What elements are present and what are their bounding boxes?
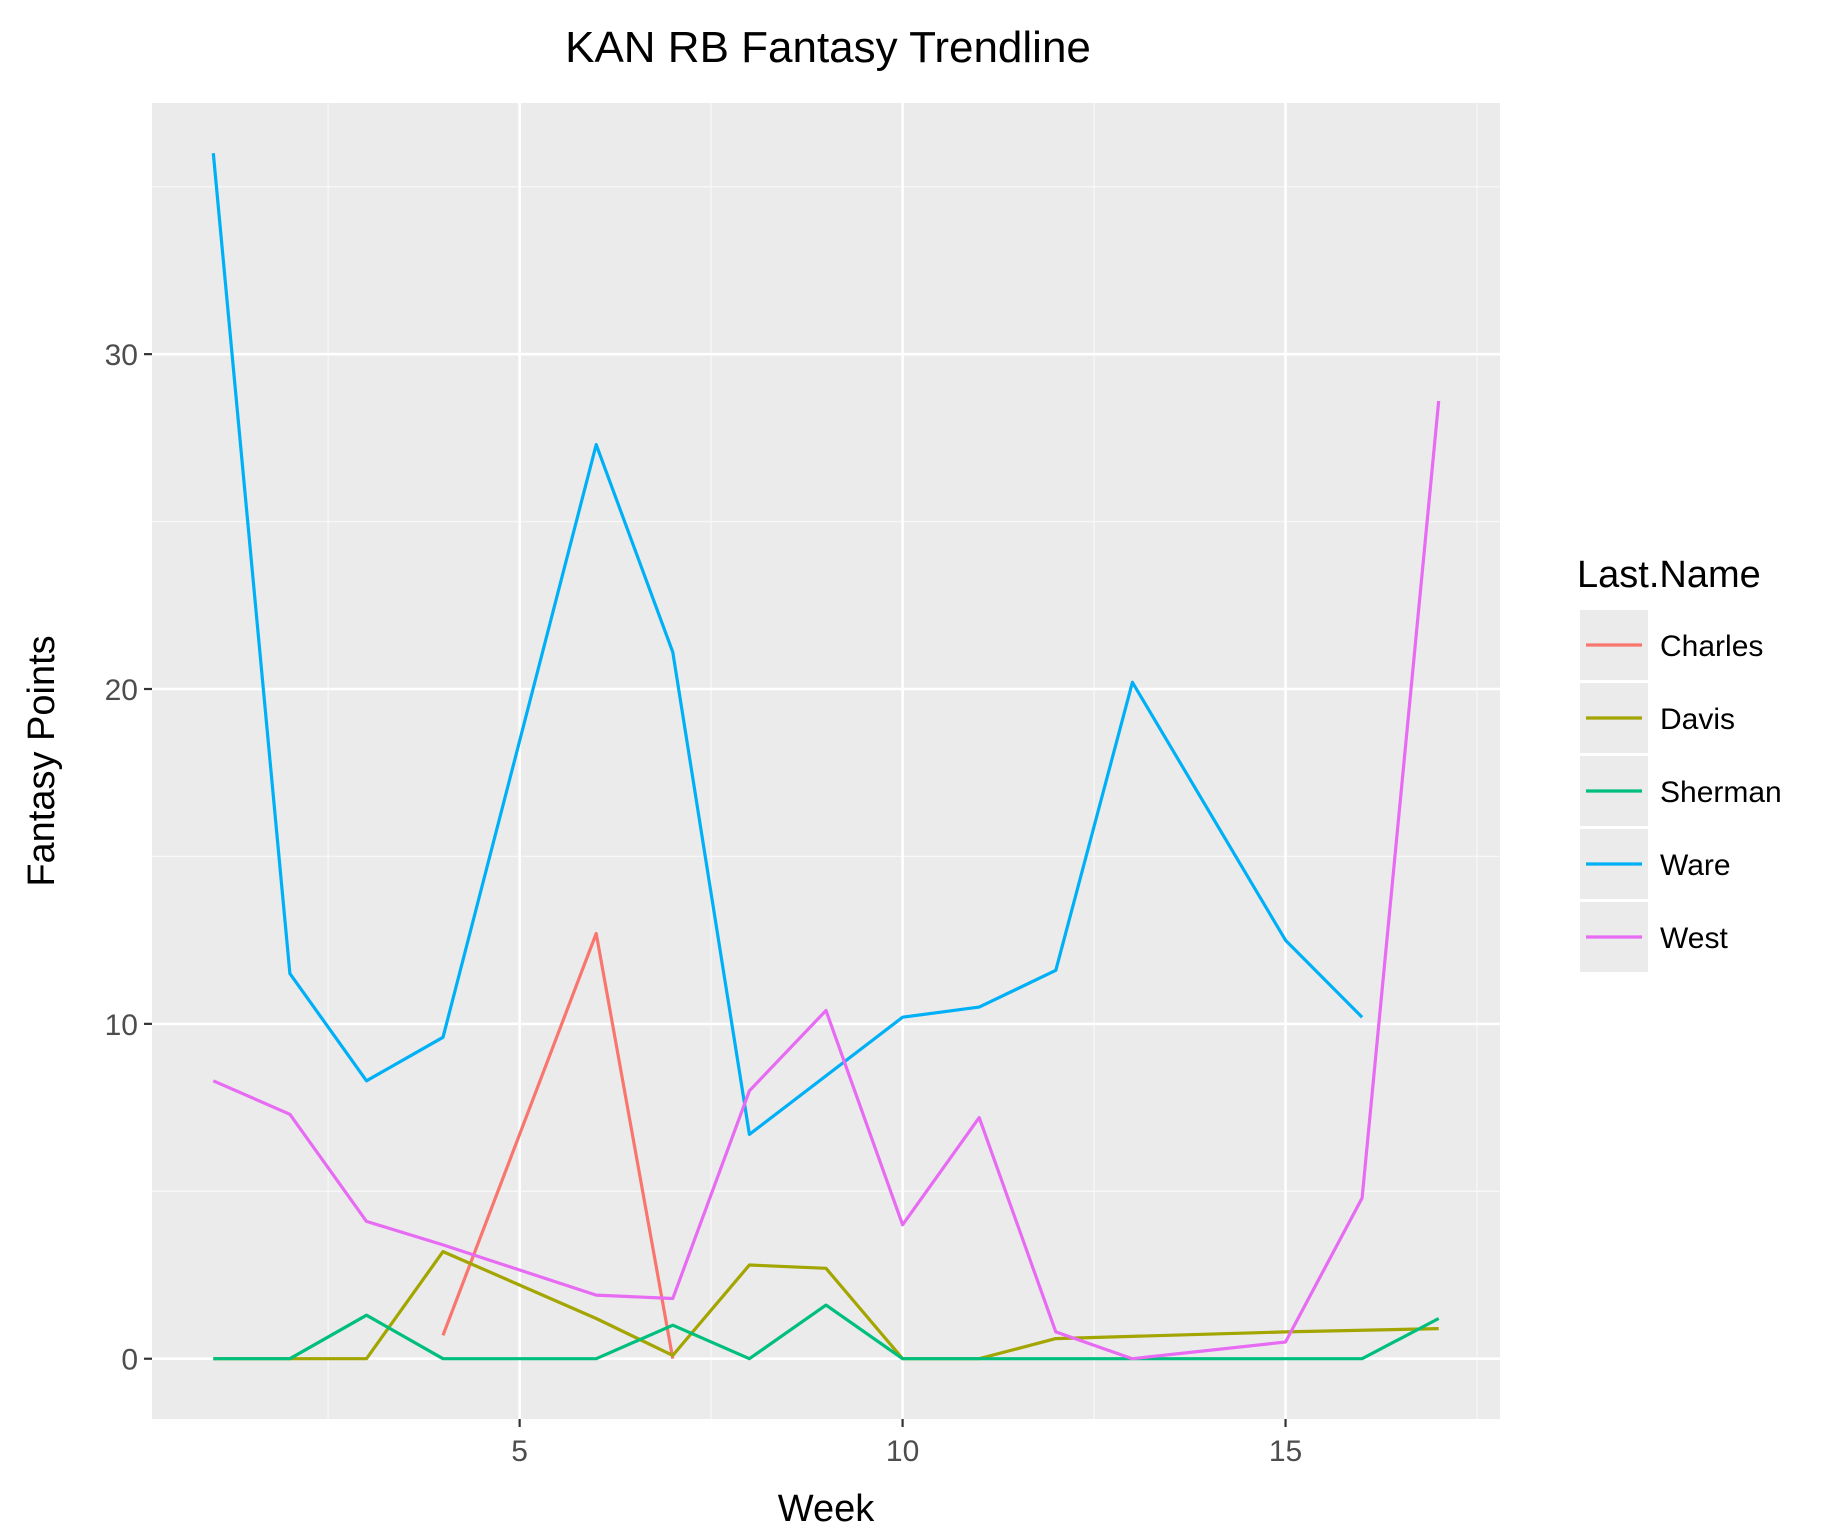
- y-tick-label: 20: [105, 674, 138, 707]
- legend-item-davis: Davis: [1580, 683, 1735, 753]
- axis-ticks: [144, 353, 1287, 1427]
- y-axis-title: Fantasy Points: [21, 635, 63, 886]
- tick-labels: 5 10 15 0 10 20 30: [105, 339, 1303, 1468]
- series-line-sherman: [213, 1303, 1440, 1361]
- legend-item-ware: Ware: [1580, 829, 1731, 899]
- legend: Last.Name Charles Davis Sherman Ware West: [1577, 554, 1782, 972]
- y-tick-label: 30: [105, 339, 138, 372]
- legend-item-west: West: [1580, 902, 1728, 972]
- series-line-west: [212, 400, 1441, 1361]
- legend-item-sherman: Sherman: [1580, 756, 1782, 826]
- x-tick-label: 15: [1269, 1435, 1302, 1468]
- legend-title: Last.Name: [1577, 554, 1761, 596]
- legend-label: Sherman: [1660, 776, 1782, 809]
- y-tick-label: 0: [121, 1344, 138, 1377]
- legend-label: Ware: [1660, 849, 1731, 882]
- major-gridlines: [152, 103, 1500, 1419]
- plot-panel: [152, 103, 1500, 1419]
- series-line-davis: [213, 1249, 1439, 1361]
- legend-items: Charles Davis Sherman Ware West: [1580, 610, 1782, 972]
- legend-label: West: [1660, 922, 1728, 955]
- series-line-charles: [441, 931, 675, 1359]
- legend-label: Davis: [1660, 703, 1735, 736]
- minor-gridlines: [152, 103, 1500, 1419]
- x-tick-label: 10: [886, 1435, 919, 1468]
- series-line-ware: [211, 153, 1364, 1137]
- legend-label: Charles: [1660, 630, 1763, 663]
- x-tick-label: 5: [511, 1435, 528, 1468]
- x-axis-title: Week: [778, 1488, 875, 1530]
- series-lines: [211, 153, 1441, 1361]
- legend-item-charles: Charles: [1580, 610, 1763, 680]
- chart-title: KAN RB Fantasy Trendline: [565, 23, 1091, 72]
- y-tick-label: 10: [105, 1009, 138, 1042]
